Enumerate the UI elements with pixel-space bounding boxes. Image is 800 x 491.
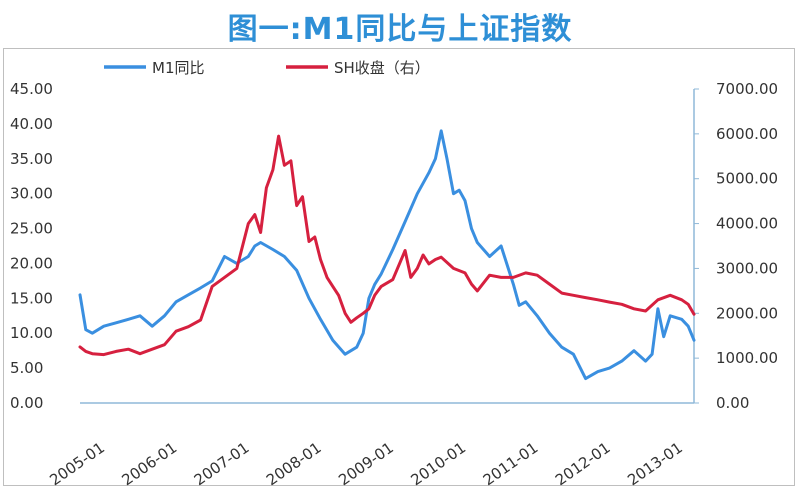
left-tick-label: 10.00 [10,324,53,342]
right-tick-label: 6000.00 [716,125,778,143]
right-tick-label: 3000.00 [716,259,778,277]
series-line-sh [78,134,696,357]
left-tick-label: 30.00 [10,185,53,203]
series-line-m1 [78,129,696,381]
chart-frame [3,48,795,486]
left-tick-label: 20.00 [10,254,53,272]
legend: M1同比 SH收盘（右） [104,59,430,77]
left-tick-label: 5.00 [10,359,43,377]
right-tick-label: 2000.00 [716,304,778,322]
x-tick-label: 2008-01 [263,439,325,490]
tick-labels: 0.00 5.00 10.00 15.00 20.00 25.00 30.00 35.00 40… [10,80,778,489]
left-tick-label: 40.00 [10,115,53,133]
left-tick-label: 15.00 [10,289,53,307]
right-tick-label: 4000.00 [716,215,778,233]
x-tick-label: 2009-01 [335,439,397,490]
left-tick-label: 0.00 [10,394,43,412]
x-tick-label: 2006-01 [119,439,181,490]
chart-title: 图一:M1同比与上证指数 [227,12,573,47]
left-tick-label: 25.00 [10,220,53,238]
x-tick-label: 2005-01 [46,439,108,490]
legend-label-sh: SH收盘（右） [334,59,430,77]
right-tick-label: 1000.00 [716,349,778,367]
left-tick-label: 45.00 [10,80,53,98]
right-tick-label: 0.00 [716,394,749,412]
right-tick-label: 5000.00 [716,170,778,188]
x-tick-label: 2007-01 [191,439,253,490]
axes [80,88,699,404]
x-tick-label: 2013-01 [624,439,686,490]
legend-label-m1: M1同比 [152,59,205,77]
right-tick-label: 7000.00 [716,80,778,98]
left-tick-label: 35.00 [10,150,53,168]
series-layer [78,129,696,381]
x-tick-label: 2012-01 [552,439,614,490]
x-tick-label: 2011-01 [480,439,542,490]
x-tick-label: 2010-01 [407,439,469,490]
title-bar: 图一:M1同比与上证指数 [0,0,800,47]
